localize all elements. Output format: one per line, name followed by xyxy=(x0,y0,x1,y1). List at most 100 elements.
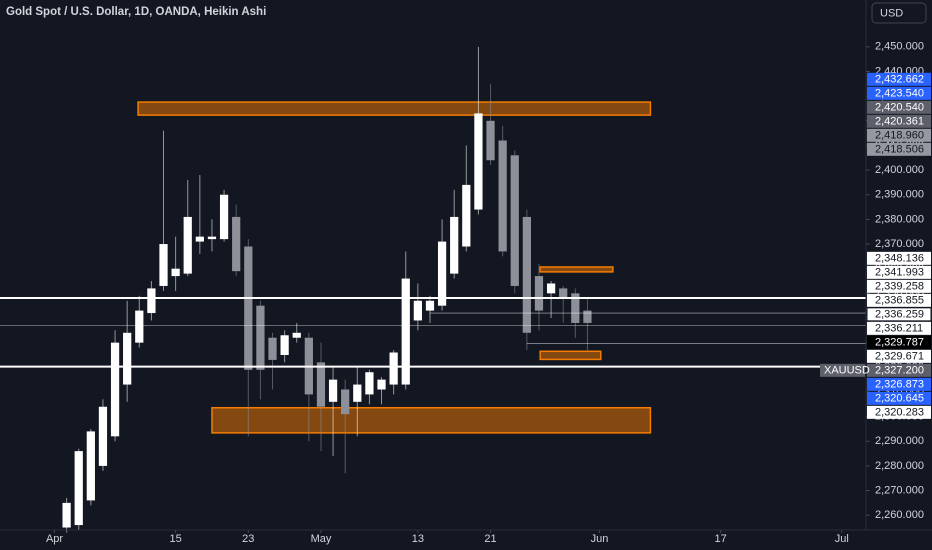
candle-body xyxy=(110,342,120,437)
candle-body xyxy=(571,293,580,323)
candle-body xyxy=(510,155,519,286)
price-label: 2,329.787 xyxy=(875,337,924,349)
price-label-box xyxy=(867,128,931,142)
candle-body xyxy=(195,236,204,242)
price-label: 2,432.662 xyxy=(875,74,924,86)
y-tick-label: 2,260.000 xyxy=(875,509,924,521)
y-tick-label: 2,380.000 xyxy=(875,213,924,225)
candle-body xyxy=(256,305,265,370)
y-tick-label: 2,290.000 xyxy=(875,435,924,447)
x-tick-label: Apr xyxy=(46,533,63,545)
symbol-box xyxy=(820,363,865,377)
price-label-box xyxy=(867,293,931,307)
price-label-box xyxy=(867,251,931,265)
candle-body xyxy=(450,216,459,274)
candle-body xyxy=(232,216,241,272)
price-label-box xyxy=(867,72,931,86)
price-label: 2,336.855 xyxy=(875,295,924,307)
candle-body xyxy=(123,332,132,385)
candle-body xyxy=(183,216,192,274)
x-tick-label: May xyxy=(311,533,332,545)
price-label-box xyxy=(867,86,931,100)
price-label-box xyxy=(867,335,931,349)
price-label-box xyxy=(867,142,931,156)
candle-body xyxy=(365,372,374,395)
candle-body xyxy=(219,194,229,240)
price-label: 2,336.211 xyxy=(875,323,923,335)
candle-body xyxy=(135,310,144,343)
candle-body xyxy=(171,268,180,277)
price-label: 2,327.200 xyxy=(875,365,924,377)
candle-body xyxy=(498,140,507,252)
candle-body xyxy=(207,236,217,240)
candle-body xyxy=(377,379,386,390)
price-label: 2,336.259 xyxy=(875,309,924,321)
candle-body xyxy=(534,276,544,311)
candle-body xyxy=(268,337,277,360)
price-label-box xyxy=(867,377,931,391)
candle-body xyxy=(559,288,568,299)
price-label-box xyxy=(867,265,931,279)
price-label: 2,420.540 xyxy=(875,102,924,114)
price-label: 2,320.645 xyxy=(875,393,924,405)
price-label-box xyxy=(867,391,931,405)
x-tick-label: Jun xyxy=(591,533,609,545)
zone xyxy=(211,406,652,434)
price-label: 2,320.283 xyxy=(875,407,924,419)
candle-body xyxy=(546,283,556,294)
price-label-box xyxy=(867,405,931,419)
chart-title: Gold Spot / U.S. Dollar, 1D, OANDA, Heik… xyxy=(6,6,266,18)
price-label-box xyxy=(867,114,931,128)
candle-body xyxy=(425,300,435,311)
candle-body xyxy=(159,244,168,286)
price-label: 2,418.506 xyxy=(875,144,924,156)
candle-body xyxy=(389,352,398,385)
candle-body xyxy=(583,310,592,323)
candle-body xyxy=(316,362,326,407)
candle-body xyxy=(244,246,253,370)
price-label: 2,423.540 xyxy=(875,88,924,100)
x-tick-label: 15 xyxy=(169,533,181,545)
price-label: 2,329.671 xyxy=(875,351,924,363)
candle-body xyxy=(74,451,83,526)
candle-body xyxy=(522,216,531,333)
y-tick-label: 2,390.000 xyxy=(875,189,924,201)
price-label-box xyxy=(867,349,931,363)
candle-body xyxy=(413,300,422,321)
y-tick-label: 2,450.000 xyxy=(875,41,924,53)
zone xyxy=(539,266,614,273)
currency-label: USD xyxy=(880,7,903,19)
candle-body xyxy=(353,384,362,402)
candle-body xyxy=(147,288,156,314)
price-label: 2,341.993 xyxy=(875,267,924,279)
symbol-label: XAUUSD xyxy=(824,365,870,377)
price-label-box xyxy=(867,100,931,114)
candle-body xyxy=(292,332,301,338)
candle-body xyxy=(328,379,338,402)
y-tick-label: 2,270.000 xyxy=(875,484,924,496)
price-label-box xyxy=(867,321,931,335)
candle-body xyxy=(462,184,471,247)
price-label: 2,420.361 xyxy=(875,116,924,128)
zone xyxy=(539,350,602,361)
price-label-box xyxy=(867,279,931,293)
y-tick-label: 2,370.000 xyxy=(875,238,924,250)
plot-area xyxy=(0,46,866,533)
price-label: 2,418.960 xyxy=(875,130,924,142)
candle-body xyxy=(341,389,350,415)
x-tick-label: 17 xyxy=(715,533,727,545)
candle-body xyxy=(486,120,495,161)
price-label-box xyxy=(866,307,932,322)
x-tick-label: Jul xyxy=(835,533,849,545)
price-label: 2,339.258 xyxy=(875,281,924,293)
price-label: 2,326.873 xyxy=(875,379,924,391)
y-tick-label: 2,400.000 xyxy=(875,164,924,176)
currency-button[interactable] xyxy=(871,2,927,24)
price-label: 2,348.136 xyxy=(875,253,924,265)
candle-body xyxy=(86,431,95,501)
candle-body xyxy=(401,278,410,385)
zone xyxy=(137,101,652,116)
